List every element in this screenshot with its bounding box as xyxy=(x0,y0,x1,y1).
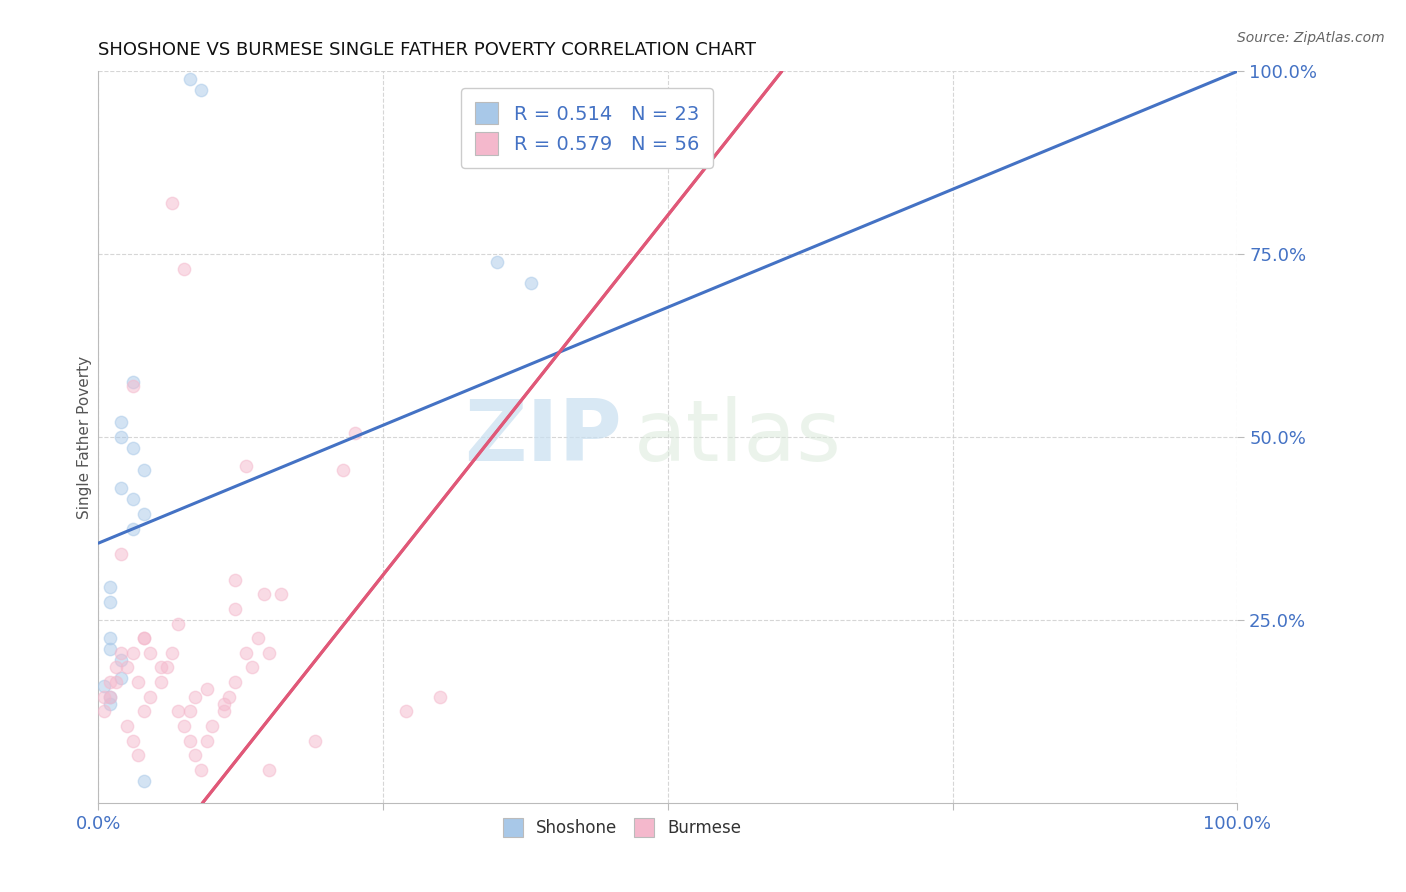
Point xyxy=(520,277,543,291)
Point xyxy=(121,733,143,747)
Point xyxy=(98,594,121,608)
Point xyxy=(167,705,190,719)
Point xyxy=(127,675,149,690)
Text: atlas: atlas xyxy=(634,395,842,479)
Point xyxy=(110,672,132,686)
Point xyxy=(246,632,269,646)
Point xyxy=(110,547,132,561)
Point xyxy=(127,748,149,763)
Point xyxy=(150,675,173,690)
Point xyxy=(93,690,115,704)
Point xyxy=(212,705,235,719)
Legend: Shoshone, Burmese: Shoshone, Burmese xyxy=(495,810,749,846)
Point xyxy=(132,507,155,521)
Point xyxy=(110,481,132,495)
Point xyxy=(173,261,195,276)
Point xyxy=(195,733,218,747)
Point xyxy=(138,690,160,704)
Point xyxy=(252,587,274,601)
Point xyxy=(173,719,195,733)
Point xyxy=(93,705,115,719)
Point xyxy=(162,196,184,211)
Point xyxy=(132,705,155,719)
Point xyxy=(259,763,281,777)
Point xyxy=(98,580,121,594)
Point xyxy=(98,675,121,690)
Point xyxy=(110,646,132,660)
Point xyxy=(104,660,127,674)
Point xyxy=(162,646,184,660)
Point xyxy=(98,690,121,704)
Point xyxy=(235,646,257,660)
Point xyxy=(110,430,132,444)
Point xyxy=(132,632,155,646)
Point xyxy=(150,660,173,674)
Point xyxy=(121,521,143,535)
Point xyxy=(121,646,143,660)
Point xyxy=(132,773,155,788)
Point xyxy=(184,690,207,704)
Y-axis label: Single Father Poverty: Single Father Poverty xyxy=(77,356,91,518)
Point xyxy=(93,679,115,693)
Point xyxy=(218,690,240,704)
Point xyxy=(179,71,201,86)
Point xyxy=(224,602,246,616)
Point xyxy=(156,660,179,674)
Point xyxy=(212,697,235,711)
Point xyxy=(195,682,218,697)
Point xyxy=(132,632,155,646)
Point xyxy=(98,690,121,704)
Point xyxy=(201,719,224,733)
Point xyxy=(429,690,451,704)
Text: SHOSHONE VS BURMESE SINGLE FATHER POVERTY CORRELATION CHART: SHOSHONE VS BURMESE SINGLE FATHER POVERT… xyxy=(98,41,756,59)
Point xyxy=(121,376,143,390)
Point xyxy=(270,587,292,601)
Point xyxy=(115,719,138,733)
Point xyxy=(240,660,263,674)
Point xyxy=(138,646,160,660)
Point xyxy=(98,697,121,711)
Point xyxy=(224,573,246,587)
Point xyxy=(235,459,257,474)
Text: ZIP: ZIP xyxy=(464,395,623,479)
Point xyxy=(121,441,143,455)
Point xyxy=(104,675,127,690)
Point xyxy=(179,733,201,747)
Point xyxy=(121,492,143,507)
Point xyxy=(184,748,207,763)
Point xyxy=(304,733,326,747)
Point xyxy=(110,416,132,430)
Point xyxy=(98,632,121,646)
Point xyxy=(110,653,132,667)
Point xyxy=(332,463,354,477)
Point xyxy=(179,705,201,719)
Point xyxy=(132,463,155,477)
Point xyxy=(167,616,190,631)
Point xyxy=(224,675,246,690)
Point xyxy=(98,642,121,657)
Point xyxy=(259,646,281,660)
Point xyxy=(486,254,509,268)
Point xyxy=(343,426,366,441)
Text: Source: ZipAtlas.com: Source: ZipAtlas.com xyxy=(1237,31,1385,45)
Point xyxy=(190,83,212,97)
Point xyxy=(121,379,143,393)
Point xyxy=(190,763,212,777)
Point xyxy=(395,705,418,719)
Point xyxy=(115,660,138,674)
